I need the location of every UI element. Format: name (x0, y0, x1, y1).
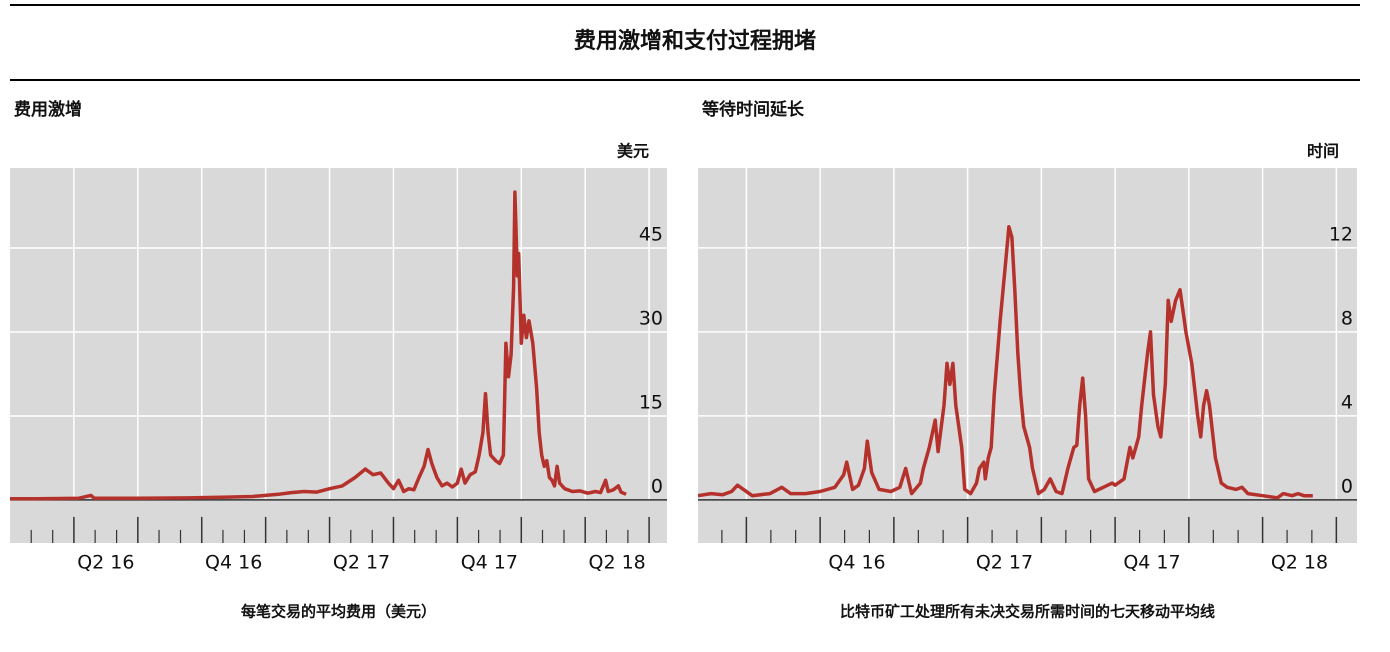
x-tick-label: Q2 17 (976, 552, 1033, 574)
x-tick-label: Q2 18 (589, 552, 646, 574)
y-tick-label: 0 (1341, 475, 1353, 497)
x-tick-label: Q4 17 (461, 552, 518, 574)
caption: 比特币矿工处理所有未决交易所需时间的七天移动平均线 (840, 603, 1215, 621)
panel-title: 费用激增 (14, 99, 82, 120)
x-tick-label: Q4 16 (828, 552, 885, 574)
unit-label: 美元 (617, 142, 649, 161)
data-line (697, 225, 1313, 500)
caption: 每笔交易的平均费用（美元） (241, 603, 436, 621)
y-tick-label: 30 (639, 307, 663, 329)
panel-title: 等待时间延长 (702, 99, 805, 120)
unit-label: 时间 (1307, 142, 1339, 161)
plot-area (698, 168, 1357, 543)
y-tick-label: 4 (1341, 391, 1353, 413)
data-line (10, 190, 627, 501)
y-tick-label: 45 (639, 224, 663, 246)
y-tick-label: 8 (1341, 307, 1353, 329)
x-tick-label: Q2 18 (1271, 552, 1328, 574)
x-tick-label: Q4 17 (1123, 552, 1180, 574)
y-tick-label: 12 (1329, 223, 1353, 245)
x-tick-label: Q2 16 (77, 552, 134, 574)
x-tick-label: Q4 16 (205, 552, 262, 574)
x-tick-label: Q2 17 (333, 552, 390, 574)
y-tick-label: 0 (651, 475, 663, 497)
y-tick-label: 15 (639, 391, 663, 413)
page-title: 费用激增和支付过程拥堵 (574, 28, 816, 54)
